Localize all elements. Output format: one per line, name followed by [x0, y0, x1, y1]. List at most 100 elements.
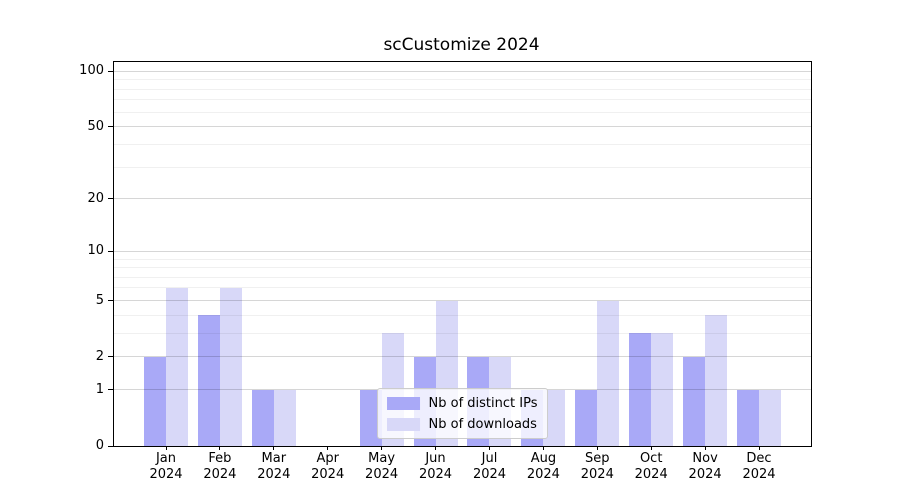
x-tick-label: Oct 2024 — [619, 451, 683, 483]
minor-gridline — [114, 332, 811, 334]
x-tick-month: Jun — [425, 451, 446, 466]
x-tick-year: 2024 — [634, 467, 668, 482]
x-tick-year: 2024 — [526, 467, 560, 482]
x-tick-label: Sep 2024 — [565, 451, 629, 483]
bar-downloads-dec — [759, 389, 781, 446]
y-tick-mark — [108, 445, 113, 447]
x-tick-mark — [704, 446, 706, 450]
y-tick-label: 1 — [95, 381, 104, 397]
x-tick-mark — [273, 446, 275, 450]
x-tick-label: May 2024 — [350, 451, 414, 483]
x-tick-label: Dec 2024 — [727, 451, 791, 483]
x-tick-year: 2024 — [365, 467, 399, 482]
y-tick-label: 100 — [79, 63, 104, 79]
x-tick-month: Apr — [316, 451, 339, 466]
x-tick-year: 2024 — [311, 467, 345, 482]
bar-distinct-ips-mar — [251, 389, 274, 446]
y-tick-mark — [108, 356, 113, 358]
bar-downloads-nov — [705, 315, 728, 446]
minor-gridline — [114, 79, 811, 81]
legend: Nb of distinct IPs Nb of downloads — [376, 388, 549, 439]
legend-label: Nb of distinct IPs — [428, 395, 538, 411]
y-tick-mark — [108, 198, 113, 200]
x-tick-mark — [219, 446, 221, 450]
x-tick-mark — [596, 446, 598, 450]
x-tick-mark — [381, 446, 383, 450]
y-tick-label: 5 — [95, 292, 104, 308]
y-tick-label: 50 — [87, 118, 104, 134]
x-tick-label: Aug 2024 — [511, 451, 575, 483]
x-tick-label: Mar 2024 — [242, 451, 306, 483]
x-tick-mark — [165, 446, 167, 450]
x-tick-mark — [650, 446, 652, 450]
x-tick-mark — [489, 446, 490, 450]
minor-gridline — [114, 314, 811, 316]
x-tick-month: Sep — [585, 451, 610, 466]
x-tick-month: Aug — [530, 451, 557, 466]
minor-gridline — [114, 99, 811, 101]
x-tick-mark — [758, 446, 760, 450]
minor-gridline — [114, 287, 811, 289]
y-tick-mark — [108, 389, 113, 391]
x-tick-year: 2024 — [257, 467, 291, 482]
major-gridline — [114, 250, 811, 252]
major-gridline — [114, 126, 811, 128]
x-tick-mark — [327, 446, 329, 450]
legend-label: Nb of downloads — [428, 416, 537, 432]
bar-downloads-aug — [543, 389, 566, 446]
minor-gridline — [114, 267, 811, 268]
y-tick-label: 10 — [87, 243, 104, 259]
x-tick-label: Jul 2024 — [458, 451, 522, 483]
x-tick-month: Jan — [155, 451, 177, 466]
x-tick-year: 2024 — [688, 467, 722, 482]
minor-gridline — [114, 166, 811, 168]
bar-downloads-oct — [651, 333, 674, 446]
bar-downloads-jan — [166, 287, 188, 446]
x-tick-month: Mar — [261, 451, 287, 466]
major-gridline — [114, 300, 811, 301]
x-tick-year: 2024 — [203, 467, 237, 482]
y-tick-mark — [108, 250, 113, 252]
y-tick-mark — [108, 70, 113, 72]
y-tick-mark — [108, 300, 113, 301]
minor-gridline — [114, 276, 811, 278]
major-gridline — [114, 356, 811, 358]
x-tick-year: 2024 — [472, 467, 507, 482]
bar-downloads-feb — [219, 287, 242, 446]
major-gridline — [114, 198, 811, 200]
x-tick-label: Feb 2024 — [188, 451, 252, 483]
y-tick-mark — [108, 126, 113, 128]
x-tick-year: 2024 — [580, 467, 614, 482]
bar-distinct-ips-feb — [197, 315, 220, 446]
bar-downloads-sep — [597, 300, 620, 446]
chart-title: scCustomize 2024 — [383, 35, 540, 55]
x-tick-month: Oct — [639, 451, 663, 466]
bar-distinct-ips-jan — [144, 356, 166, 446]
x-tick-mark — [542, 446, 544, 450]
x-tick-month: Jul — [481, 451, 498, 466]
legend-swatch — [386, 396, 420, 410]
bar-distinct-ips-dec — [737, 389, 759, 446]
bar-distinct-ips-sep — [575, 389, 598, 446]
legend-swatch — [386, 417, 420, 431]
bar-distinct-ips-nov — [683, 356, 706, 446]
x-tick-label: Jun 2024 — [404, 451, 468, 483]
bar-downloads-mar — [273, 389, 296, 446]
y-tick-label: 20 — [87, 190, 104, 206]
minor-gridline — [114, 143, 811, 145]
x-tick-month: Dec — [746, 451, 772, 466]
x-tick-label: Apr 2024 — [296, 451, 360, 483]
y-tick-label: 0 — [95, 438, 104, 453]
x-tick-label: Jan 2024 — [134, 451, 198, 483]
legend-row: Nb of downloads — [386, 415, 538, 433]
bar-distinct-ips-oct — [629, 333, 652, 446]
minor-gridline — [114, 111, 811, 113]
x-tick-year: 2024 — [149, 467, 183, 482]
minor-gridline — [114, 88, 811, 90]
x-tick-year: 2024 — [742, 467, 776, 482]
x-tick-month: May — [368, 451, 396, 466]
bar-distinct-ips-may — [359, 389, 382, 446]
minor-gridline — [114, 258, 811, 260]
legend-row: Nb of distinct IPs — [386, 394, 538, 412]
